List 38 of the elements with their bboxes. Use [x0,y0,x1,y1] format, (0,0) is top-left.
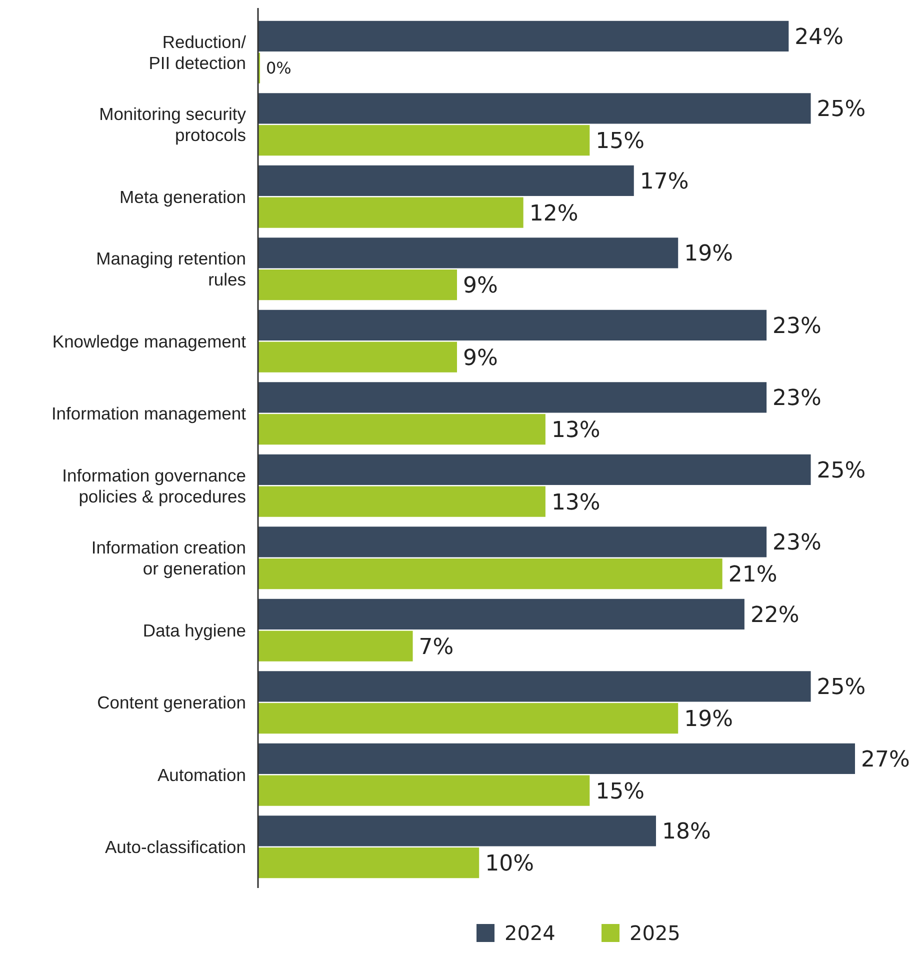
y-tick-label: Content generation [97,692,246,712]
data-label: 13% [551,490,600,516]
data-label: 25% [816,458,866,484]
data-label: 7% [418,634,454,660]
data-label: 24% [794,24,844,50]
data-label: 19% [684,707,734,732]
data-label: 23% [772,530,822,556]
data-label: 15% [596,779,645,804]
data-label: 9% [463,346,498,371]
y-tick-label: Data hygiene [142,620,246,640]
data-label: 25% [816,97,866,122]
legend-label: 2025 [630,921,680,945]
y-tick-label: Information creation or generation [91,538,246,578]
data-label: 10% [485,852,534,877]
data-label: 22% [750,602,800,628]
data-label: 17% [640,169,689,194]
legend-label: 2024 [504,921,556,945]
y-tick-label: Knowledge management [52,331,246,352]
y-tick-label: Meta generation [120,186,246,207]
y-tick-label: Information governance policies & procedures [62,465,246,506]
data-label: 18% [662,820,711,845]
y-tick-label: Auto-classification [104,837,246,857]
y-tick-label: Automation [157,764,246,785]
data-label: 25% [816,675,866,700]
data-label: 0% [266,58,292,78]
data-label: 13% [551,418,600,444]
data-label: 15% [596,129,645,154]
data-label: 19% [684,242,734,267]
data-label: 23% [772,386,822,412]
y-tick-label: Managing retention rules [96,248,246,290]
data-label: 23% [772,314,822,339]
data-label: 27% [861,747,910,772]
y-tick-label: Reduction/ PII detection [148,32,246,73]
data-label: 9% [463,274,498,299]
data-label: 12% [529,201,578,226]
data-label: 21% [728,562,778,588]
y-tick-label: Information management [51,404,246,424]
y-tick-label: Monitoring security protocols [99,104,246,145]
